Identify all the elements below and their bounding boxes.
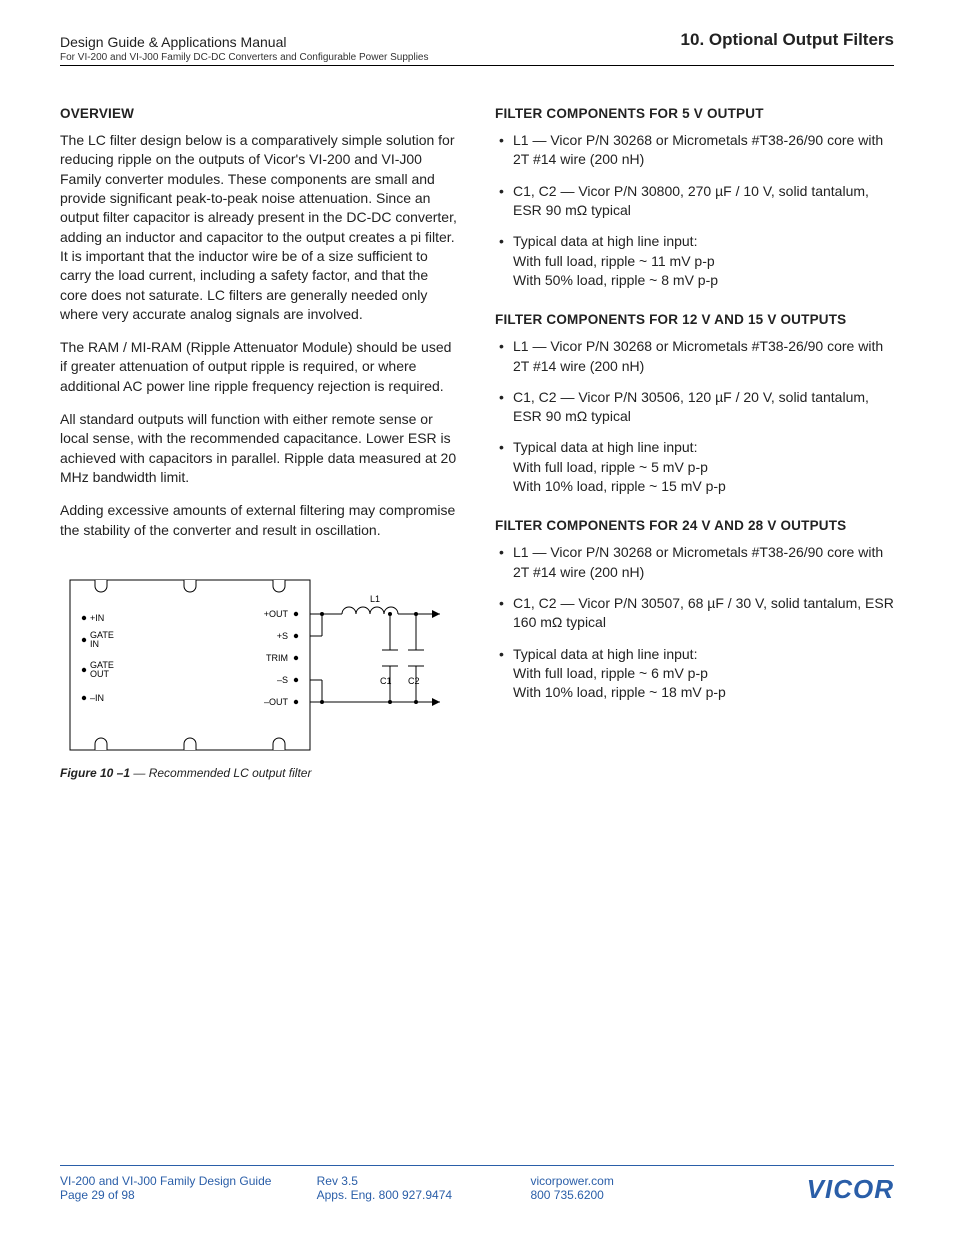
sect-5v-head: FILTER COMPONENTS FOR 5 V OUTPUT — [495, 106, 894, 121]
overview-p2: The RAM / MI-RAM (Ripple Attenuator Modu… — [60, 338, 459, 396]
label-s-neg: –S — [277, 675, 288, 685]
sect-24v-b2: C1, C2 — Vicor P/N 30507, 68 µF / 30 V, … — [499, 594, 894, 633]
content-columns: OVERVIEW The LC filter design below is a… — [60, 106, 894, 780]
label-l1: L1 — [370, 594, 380, 604]
label-c2: C2 — [408, 676, 420, 686]
header-left: Design Guide & Applications Manual — [60, 34, 286, 50]
sect-5v-list: L1 — Vicor P/N 30268 or Micrometals #T38… — [495, 131, 894, 290]
figure-caption: Figure 10 –1 — Recommended LC output fil… — [60, 766, 459, 780]
header-right: 10. Optional Output Filters — [681, 30, 894, 50]
footer-rule — [60, 1165, 894, 1166]
label-gate-out-2: OUT — [90, 669, 110, 679]
label-trim: TRIM — [266, 653, 288, 663]
sect-5v-b1: L1 — Vicor P/N 30268 or Micrometals #T38… — [499, 131, 894, 170]
label-out-neg: –OUT — [264, 697, 289, 707]
sect-24v-b1: L1 — Vicor P/N 30268 or Micrometals #T38… — [499, 543, 894, 582]
label-gate-in-2: IN — [90, 639, 99, 649]
sect-12v-b2: C1, C2 — Vicor P/N 30506, 120 µF / 20 V,… — [499, 388, 894, 427]
logo-bold: VI — [807, 1174, 834, 1204]
overview-p4: Adding excessive amounts of external fil… — [60, 501, 459, 540]
sect-12v-head: FILTER COMPONENTS FOR 12 V AND 15 V OUTP… — [495, 312, 894, 327]
page: Design Guide & Applications Manual 10. O… — [0, 0, 954, 1235]
figure-caption-text: — Recommended LC output filter — [130, 766, 311, 780]
header-sub: For VI-200 and VI-J00 Family DC-DC Conve… — [60, 52, 894, 65]
logo-thin: COR — [833, 1174, 894, 1204]
footer-title: VI-200 and VI-J00 Family Design Guide — [60, 1174, 317, 1188]
footer-col2: Rev 3.5 Apps. Eng. 800 927.9474 — [317, 1174, 531, 1202]
footer-col3: vicorpower.com 800 735.6200 — [530, 1174, 701, 1202]
label-s-pos: +S — [277, 631, 288, 641]
header: Design Guide & Applications Manual 10. O… — [60, 30, 894, 50]
sect-24v-b3: Typical data at high line input: With fu… — [499, 645, 894, 703]
right-column: FILTER COMPONENTS FOR 5 V OUTPUT L1 — Vi… — [495, 106, 894, 780]
footer-phone: 800 735.6200 — [530, 1188, 701, 1202]
label-c1: C1 — [380, 676, 392, 686]
label-in-pos: +IN — [90, 613, 104, 623]
sect-12v-list: L1 — Vicor P/N 30268 or Micrometals #T38… — [495, 337, 894, 496]
footer: VI-200 and VI-J00 Family Design Guide Pa… — [60, 1165, 894, 1205]
left-column: OVERVIEW The LC filter design below is a… — [60, 106, 459, 780]
sect-24v-head: FILTER COMPONENTS FOR 24 V AND 28 V OUTP… — [495, 518, 894, 533]
footer-col1: VI-200 and VI-J00 Family Design Guide Pa… — [60, 1174, 317, 1202]
footer-logo: VICOR — [702, 1174, 894, 1205]
footer-site: vicorpower.com — [530, 1174, 701, 1188]
sect-12v-b1: L1 — Vicor P/N 30268 or Micrometals #T38… — [499, 337, 894, 376]
overview-p1: The LC filter design below is a comparat… — [60, 131, 459, 324]
header-rule — [60, 65, 894, 66]
sect-5v-b2: C1, C2 — Vicor P/N 30800, 270 µF / 10 V,… — [499, 182, 894, 221]
sect-5v-b3: Typical data at high line input: With fu… — [499, 232, 894, 290]
overview-p3: All standard outputs will function with … — [60, 410, 459, 487]
footer-row: VI-200 and VI-J00 Family Design Guide Pa… — [60, 1174, 894, 1205]
sect-12v-b3: Typical data at high line input: With fu… — [499, 438, 894, 496]
figure: +IN GATE IN GATE OUT –IN +OUT +S TRIM –S… — [60, 570, 459, 780]
sect-24v-list: L1 — Vicor P/N 30268 or Micrometals #T38… — [495, 543, 894, 702]
footer-apps: Apps. Eng. 800 927.9474 — [317, 1188, 531, 1202]
overview-head: OVERVIEW — [60, 106, 459, 121]
label-out-pos: +OUT — [264, 609, 289, 619]
figure-number: Figure 10 –1 — [60, 766, 130, 780]
footer-page: Page 29 of 98 — [60, 1188, 317, 1202]
label-in-neg: –IN — [90, 693, 104, 703]
footer-rev: Rev 3.5 — [317, 1174, 531, 1188]
circuit-diagram: +IN GATE IN GATE OUT –IN +OUT +S TRIM –S… — [60, 570, 450, 760]
